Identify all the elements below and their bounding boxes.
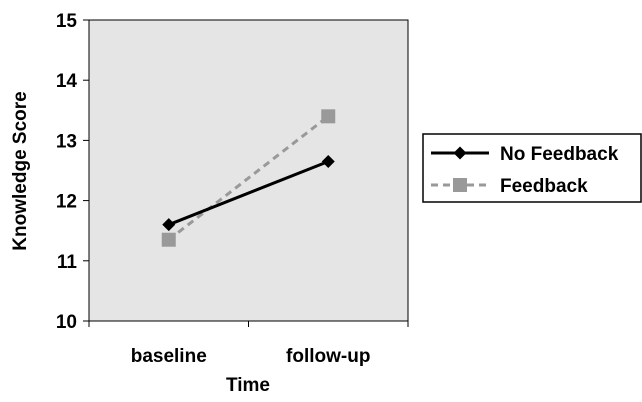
legend-entries: No Feedback Feedback (431, 144, 619, 197)
plot-area (88, 19, 409, 322)
legend: No Feedback Feedback (422, 133, 642, 203)
legend-label: Feedback (500, 176, 588, 197)
y-tick-label: 11 (57, 252, 78, 273)
x-axis: baseline follow-up (88, 321, 409, 367)
y-tick-label: 12 (56, 192, 77, 213)
data-point-no-feedback-baseline (162, 218, 176, 232)
y-tick-label: 15 (56, 11, 78, 32)
y-tick-label: 10 (56, 312, 77, 333)
legend-item-no-feedback: No Feedback (431, 144, 619, 165)
series-line-feedback (167, 115, 330, 241)
series-layer (161, 109, 336, 247)
y-tick-label: 14 (56, 71, 78, 92)
series-feedback (161, 109, 336, 247)
legend-marker (453, 146, 467, 160)
y-tick-label: 13 (56, 131, 77, 152)
y-axis-title: Knowledge Score (10, 91, 31, 250)
legend-marker (453, 178, 467, 192)
legend-item-feedback: Feedback (431, 176, 588, 197)
data-point-feedback-baseline (161, 232, 176, 247)
x-tick-label-baseline: baseline (131, 346, 207, 367)
legend-label: No Feedback (500, 144, 619, 165)
data-point-feedback-follow-up (321, 109, 336, 124)
series-line-no-feedback (168, 160, 329, 227)
x-axis-title: Time (226, 375, 270, 396)
data-point-no-feedback-follow-up (321, 154, 335, 168)
y-axis: 10 11 12 13 14 15 (56, 11, 89, 333)
x-tick-label-follow-up: follow-up (286, 346, 370, 367)
series-no-feedback (162, 154, 335, 232)
